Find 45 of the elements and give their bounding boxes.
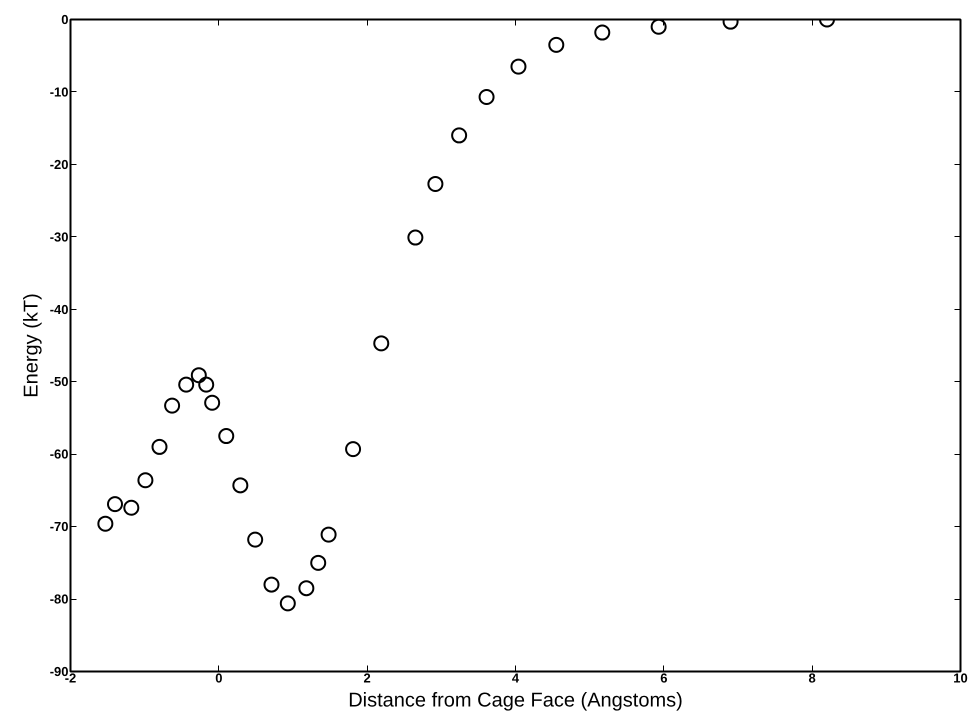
point	[198, 376, 214, 393]
point	[280, 595, 296, 612]
point	[137, 472, 154, 488]
point	[123, 500, 140, 516]
y-tick-label: -50	[50, 374, 69, 390]
point	[164, 398, 180, 414]
y-tick-label: -40	[50, 302, 69, 317]
y-axis-title: Energy (kT)	[20, 293, 43, 398]
point	[478, 89, 495, 105]
point	[247, 532, 264, 548]
point	[190, 367, 207, 384]
point	[407, 230, 424, 246]
point	[373, 335, 390, 352]
y-tick-label: -10	[50, 84, 69, 100]
point	[345, 441, 362, 458]
point	[298, 580, 314, 596]
point	[107, 496, 123, 512]
point	[320, 526, 337, 543]
x-tick-label: 8	[808, 670, 816, 686]
y-tick-label: -30	[50, 229, 69, 244]
point	[594, 24, 610, 41]
point	[548, 36, 564, 53]
x-axis-title: Distance from Cage Face (Angstoms)	[348, 690, 683, 712]
x-tick-label: 4	[512, 670, 520, 686]
point	[204, 394, 220, 411]
point	[263, 576, 280, 593]
y-tick-label: 0	[61, 12, 69, 27]
point	[232, 477, 248, 494]
point	[178, 376, 194, 393]
point	[218, 428, 234, 444]
point	[427, 176, 444, 192]
point	[152, 438, 168, 455]
point	[451, 127, 468, 144]
point	[650, 20, 667, 35]
point	[510, 58, 526, 75]
x-tick-label: 10	[953, 670, 968, 686]
point	[310, 554, 326, 571]
x-tick-label: 2	[364, 670, 371, 686]
x-tick-label: 0	[215, 670, 222, 686]
y-tick-label: -60	[50, 446, 69, 462]
y-tick-label: -20	[50, 156, 69, 172]
y-tick-label: -80	[50, 592, 69, 607]
point	[97, 516, 114, 532]
x-tick-label: 6	[660, 670, 668, 686]
y-tick-label: -70	[50, 519, 69, 534]
